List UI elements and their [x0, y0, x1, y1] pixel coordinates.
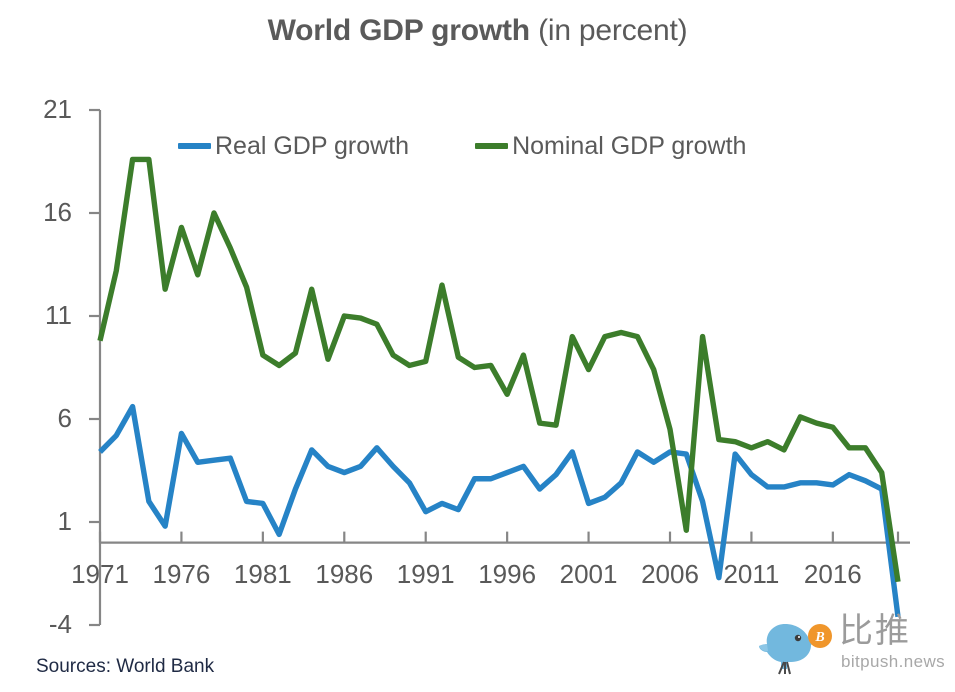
watermark-brand-name: 比推 — [839, 611, 911, 651]
x-tick-label: 1986 — [315, 558, 374, 589]
x-tick-label: 1996 — [478, 558, 537, 589]
title-main: World GDP growth — [267, 14, 539, 47]
x-tick-label: 1976 — [152, 558, 211, 589]
x-tick-label: 2011 — [723, 558, 780, 589]
page-title: World GDP growth (in percent) — [0, 14, 955, 48]
y-tick-label: 1 — [57, 506, 72, 536]
legend-swatch-real-icon — [178, 143, 211, 149]
legend-label-real: Real GDP growth — [215, 131, 410, 160]
bitcoin-coin-icon: B — [814, 630, 824, 645]
source-note: Sources: World Bank — [36, 656, 215, 677]
y-tick-label: 6 — [57, 403, 72, 433]
x-tick-label: 2016 — [803, 558, 862, 589]
series-layer — [97, 156, 901, 618]
title-subtitle: (in percent) — [538, 14, 688, 47]
chart-legend: Real GDP growth Nominal GDP growth — [178, 126, 878, 166]
x-tick-label: 1991 — [396, 558, 455, 589]
legend-swatch-nominal-icon — [475, 143, 509, 149]
bird-icon: B — [759, 624, 832, 675]
x-tick-label: 1981 — [233, 558, 292, 589]
series-line-nominal — [97, 156, 901, 583]
x-tick-label: 2006 — [641, 558, 699, 589]
y-tick-label: -4 — [48, 609, 72, 639]
watermark: B 比推 bitpush.news — [757, 614, 947, 676]
watermark-url: bitpush.news — [841, 652, 946, 671]
y-tick-label: 11 — [45, 300, 72, 330]
axes-layer — [89, 108, 910, 627]
x-tick-label: 2001 — [559, 558, 618, 589]
y-tick-label: 16 — [43, 197, 72, 227]
series-line-real — [98, 403, 901, 618]
legend-item-nominal[interactable]: Nominal GDP growth — [475, 132, 746, 161]
legend-item-real[interactable]: Real GDP growth — [178, 132, 409, 161]
y-tick-label: 21 — [43, 94, 72, 124]
x-tick-label: 1971 — [71, 558, 129, 589]
legend-label-nominal: Nominal GDP growth — [512, 131, 747, 160]
